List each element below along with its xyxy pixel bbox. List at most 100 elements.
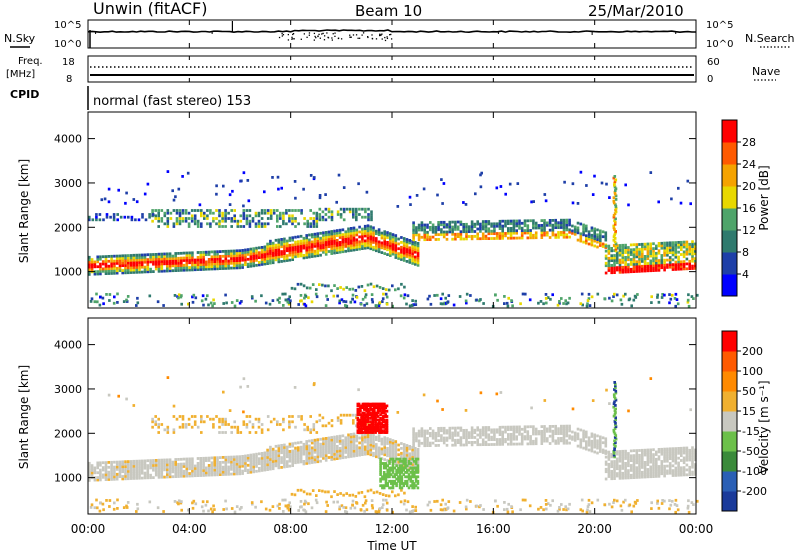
echo-cell xyxy=(349,239,353,242)
echo-cell xyxy=(252,257,255,260)
echo-cell xyxy=(280,458,283,462)
echo-cell xyxy=(312,219,316,223)
echo-cell xyxy=(624,251,627,254)
echo-cell xyxy=(635,245,639,249)
echo-cell xyxy=(554,429,557,433)
echo-cell xyxy=(146,476,150,480)
echo-cell xyxy=(355,207,358,211)
echo-cell xyxy=(389,443,392,446)
echo-cell xyxy=(191,501,194,505)
echo-cell xyxy=(621,476,625,480)
echo-cell xyxy=(258,256,261,259)
echo-cell xyxy=(585,510,589,514)
echo-cell xyxy=(643,259,647,263)
echo-cell xyxy=(321,210,325,214)
echo-cell xyxy=(269,247,272,250)
echo-cell xyxy=(283,257,286,260)
echo-cell xyxy=(363,244,367,248)
echo-cell xyxy=(408,261,412,264)
echo-cell xyxy=(618,450,622,453)
echo-cell xyxy=(545,507,548,511)
echo-cell xyxy=(311,283,315,286)
echo-cell xyxy=(110,463,113,467)
echo-cell xyxy=(385,429,389,433)
echo-cell xyxy=(417,439,421,443)
echo-cell xyxy=(302,284,306,288)
echo-cell xyxy=(657,465,661,468)
echo-cell xyxy=(621,251,625,254)
echo-cell xyxy=(160,423,164,426)
echo-cell xyxy=(674,498,678,502)
echo-cell xyxy=(140,260,144,264)
echo-cell xyxy=(400,245,403,249)
echo-cell xyxy=(127,261,130,265)
echo-cell xyxy=(285,465,289,468)
echo-cell xyxy=(347,249,350,253)
echo-cell xyxy=(465,225,468,229)
echo-cell xyxy=(157,423,160,426)
echo-cell xyxy=(310,250,314,254)
echo-cell xyxy=(396,205,400,208)
echo-cell xyxy=(88,268,91,271)
echo-cell xyxy=(650,295,653,299)
echo-cell xyxy=(376,424,380,427)
echo-cell xyxy=(481,440,485,444)
echo-cell xyxy=(190,214,194,218)
echo-cell xyxy=(582,230,585,234)
echo-cell xyxy=(132,469,136,473)
echo-cell xyxy=(154,459,158,462)
echo-cell xyxy=(313,446,317,449)
echo-cell xyxy=(309,217,312,220)
echo-cell xyxy=(304,501,308,504)
echo-cell xyxy=(652,472,655,476)
echo-cell xyxy=(294,461,297,465)
echo-cell xyxy=(336,241,339,245)
echo-cell xyxy=(504,438,507,441)
echo-cell xyxy=(207,473,211,477)
echo-cell xyxy=(345,492,348,495)
echo-cell xyxy=(646,468,650,471)
echo-cell xyxy=(580,292,584,296)
echo-cell xyxy=(308,233,311,237)
echo-cell xyxy=(129,469,133,473)
echo-cell xyxy=(213,456,216,460)
echo-cell xyxy=(456,232,460,236)
echo-cell xyxy=(375,242,378,245)
echo-cell xyxy=(305,246,308,250)
echo-cell xyxy=(154,209,157,212)
echo-cell xyxy=(391,284,394,288)
echo-cell xyxy=(330,445,333,449)
echo-cell xyxy=(260,246,264,249)
echo-cell xyxy=(604,460,608,464)
echo-cell xyxy=(587,232,591,236)
echo-cell xyxy=(202,303,205,307)
echo-cell xyxy=(641,250,644,253)
noise-dot xyxy=(362,32,365,34)
echo-cell xyxy=(509,442,513,446)
echo-cell xyxy=(339,215,343,219)
echo-cell xyxy=(671,263,675,266)
echo-cell xyxy=(108,499,112,502)
noise-dot xyxy=(381,33,383,35)
echo-cell xyxy=(621,261,625,264)
echo-cell xyxy=(271,254,275,257)
y-tick-label: 3000 xyxy=(54,177,82,190)
echo-cell xyxy=(168,257,172,260)
echo-cell xyxy=(493,435,496,439)
echo-cell xyxy=(232,254,236,258)
echo-cell xyxy=(283,443,286,447)
echo-cell xyxy=(185,457,189,461)
echo-cell xyxy=(391,242,395,246)
echo-cell xyxy=(290,286,294,290)
echo-cell xyxy=(241,464,244,468)
echo-cell xyxy=(442,426,446,430)
echo-cell xyxy=(601,242,605,246)
echo-cell xyxy=(188,266,191,269)
echo-cell xyxy=(523,435,527,438)
echo-cell xyxy=(322,449,325,453)
echo-cell xyxy=(333,452,336,456)
echo-cell xyxy=(154,265,158,268)
echo-cell xyxy=(366,418,370,422)
echo-cell xyxy=(115,271,119,275)
echo-cell xyxy=(209,507,213,511)
